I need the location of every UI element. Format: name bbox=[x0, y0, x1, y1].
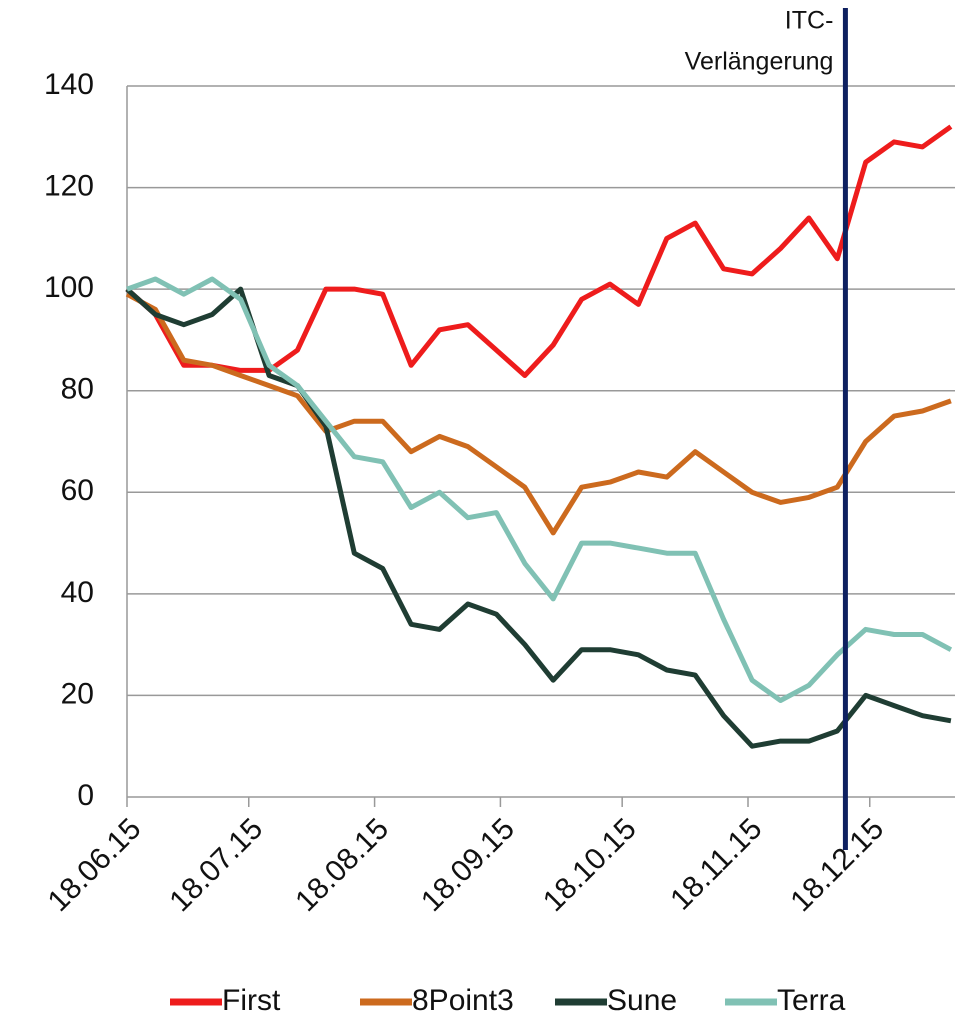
legend-label: Sune bbox=[607, 984, 677, 1017]
series-line bbox=[125, 286, 952, 749]
annotation-text: ITC- bbox=[785, 7, 834, 35]
legend-label: First bbox=[222, 984, 281, 1017]
legend-label: 8Point3 bbox=[412, 984, 514, 1017]
y-tick-label: 0 bbox=[77, 779, 94, 812]
y-tick-label: 100 bbox=[44, 271, 94, 304]
series-line bbox=[125, 124, 953, 378]
x-tick-label: 18.07.15 bbox=[163, 812, 269, 918]
y-tick-label: 60 bbox=[61, 474, 94, 507]
series-line bbox=[125, 291, 952, 536]
annotation-text: Verlängerung bbox=[685, 48, 834, 76]
x-tick-label: 18.06.15 bbox=[42, 812, 148, 918]
x-tick-label: 18.08.15 bbox=[289, 812, 395, 918]
y-tick-label: 140 bbox=[44, 68, 94, 101]
y-tick-label: 40 bbox=[61, 576, 94, 609]
y-tick-label: 80 bbox=[61, 373, 94, 406]
x-tick-label: 18.09.15 bbox=[415, 812, 521, 918]
y-tick-label: 120 bbox=[44, 169, 94, 202]
legend-label: Terra bbox=[777, 984, 846, 1017]
series-line bbox=[126, 276, 953, 703]
x-tick-label: 18.12.15 bbox=[784, 812, 890, 918]
x-tick-label: 18.10.15 bbox=[537, 812, 643, 918]
y-tick-label: 20 bbox=[61, 677, 94, 710]
x-tick-label: 18.11.15 bbox=[664, 812, 768, 916]
